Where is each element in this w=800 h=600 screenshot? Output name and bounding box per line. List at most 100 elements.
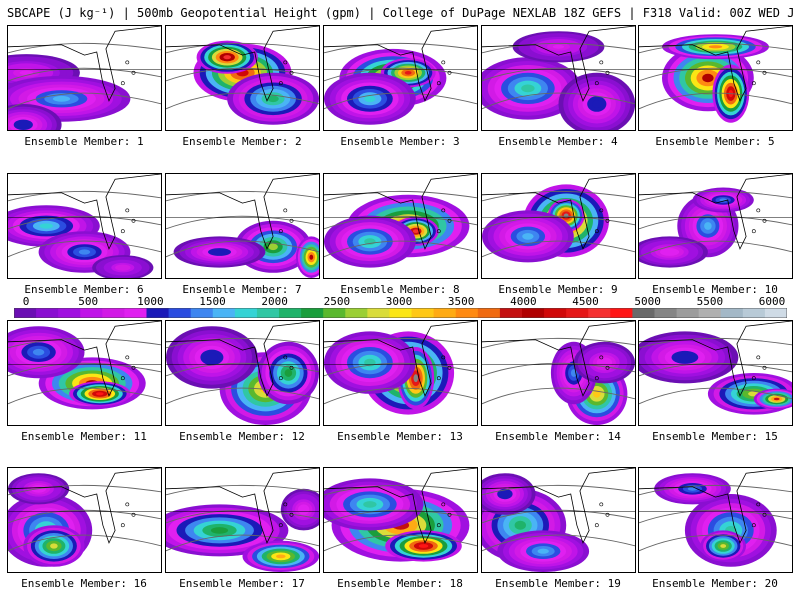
coastline — [8, 321, 161, 397]
cape-map — [166, 174, 319, 278]
cape-map — [639, 174, 792, 268]
height-contour — [8, 190, 161, 202]
ensemble-map-panel — [165, 320, 320, 426]
cape-contour — [210, 527, 229, 534]
cape-contour — [413, 374, 419, 383]
cape-contour — [50, 543, 58, 549]
island-outline — [131, 365, 136, 370]
coastline — [639, 468, 792, 544]
colorbar-swatch — [168, 308, 192, 318]
height-contour — [8, 67, 161, 82]
height-contour — [324, 484, 477, 496]
cape-contour — [592, 100, 602, 108]
colorbar-tick-label: 0 — [22, 295, 30, 308]
cape-map — [639, 468, 792, 567]
island-outline — [599, 502, 604, 507]
colorbar-swatch — [367, 308, 391, 318]
cape-map — [482, 26, 635, 130]
height-contour — [482, 362, 635, 377]
cape-contour — [223, 55, 231, 60]
cape-contour — [678, 354, 692, 361]
cape-contour — [773, 397, 780, 401]
ensemble-member-label: Ensemble Member: 2 — [182, 135, 302, 148]
colorbar-swatch — [433, 308, 457, 318]
cape-contour — [664, 250, 675, 254]
height-contour — [324, 92, 477, 110]
height-contour — [639, 190, 792, 202]
island-outline — [762, 218, 767, 223]
colorbar-tick-label: 5000 — [634, 295, 661, 308]
height-contour — [482, 534, 635, 552]
island-outline — [756, 208, 761, 213]
cape-contour — [600, 360, 609, 366]
cape-contour — [276, 554, 286, 559]
colorbar-swatch — [36, 308, 59, 318]
cape-contour — [404, 71, 412, 75]
height-contour — [166, 67, 319, 82]
cape-contour — [119, 266, 127, 270]
cape-contour — [364, 95, 376, 103]
island-outline — [605, 512, 610, 517]
island-outline — [599, 208, 604, 213]
colorbar-swatch — [146, 308, 170, 318]
cape-map — [8, 321, 161, 410]
colorbar-swatch — [720, 308, 744, 318]
ensemble-member-label: Ensemble Member: 14 — [495, 430, 621, 443]
colorbar-tick-label: 4500 — [572, 295, 599, 308]
cape-contour — [363, 501, 377, 508]
island-outline — [125, 355, 130, 360]
height-contour — [482, 484, 635, 496]
height-contour — [166, 190, 319, 202]
colorbar-tick-label: 2500 — [323, 295, 351, 308]
colorbar-swatch — [742, 308, 766, 318]
coastline — [166, 321, 319, 397]
island-outline — [289, 512, 294, 517]
island-outline — [762, 365, 767, 370]
ensemble-member-label: Ensemble Member: 19 — [495, 577, 621, 590]
cape-contour — [206, 353, 218, 362]
colorbar-swatch — [566, 308, 589, 318]
colorbar-swatch — [345, 308, 368, 318]
cape-contour — [720, 544, 727, 548]
island-outline — [120, 523, 125, 528]
cape-map — [166, 468, 319, 572]
height-contour — [8, 362, 161, 377]
island-outline — [278, 229, 283, 234]
cape-contour — [521, 84, 535, 93]
height-contour — [639, 240, 792, 258]
map-title: SBCAPE (J kg⁻¹) | 500mb Geopotential Hei… — [7, 6, 793, 20]
cape-map — [324, 174, 477, 268]
cape-contour — [18, 122, 29, 128]
ensemble-member-label: Ensemble Member: 4 — [498, 135, 618, 148]
ensemble-map-panel — [7, 320, 162, 426]
colorbar-swatch — [764, 308, 787, 318]
height-contour — [324, 240, 477, 258]
ensemble-map-panel — [7, 467, 162, 573]
cape-map — [324, 468, 477, 562]
colorbar-swatch — [323, 308, 346, 318]
height-contour — [8, 240, 161, 258]
cape-contour — [514, 520, 526, 530]
coastline — [324, 468, 477, 544]
cape-contour — [708, 45, 723, 49]
island-outline — [599, 355, 604, 360]
cape-contour — [522, 233, 534, 240]
colorbar-swatch — [58, 308, 81, 318]
height-contour — [482, 190, 635, 202]
island-outline — [278, 523, 283, 528]
colorbar-swatch — [698, 308, 722, 318]
height-contour — [324, 190, 477, 202]
ensemble-member-label: Ensemble Member: 8 — [340, 283, 460, 296]
ensemble-member-label: Ensemble Member: 6 — [24, 283, 144, 296]
cape-map — [166, 321, 319, 425]
height-contour — [166, 240, 319, 258]
island-outline — [283, 355, 288, 360]
coastline — [324, 26, 477, 102]
cape-contour — [267, 95, 279, 103]
cape-contour — [96, 392, 104, 396]
height-contour — [8, 387, 161, 405]
colorbar-swatch — [411, 308, 435, 318]
coastline — [8, 26, 161, 102]
height-contour — [8, 534, 161, 552]
ensemble-member-label: Ensemble Member: 9 — [498, 283, 618, 296]
